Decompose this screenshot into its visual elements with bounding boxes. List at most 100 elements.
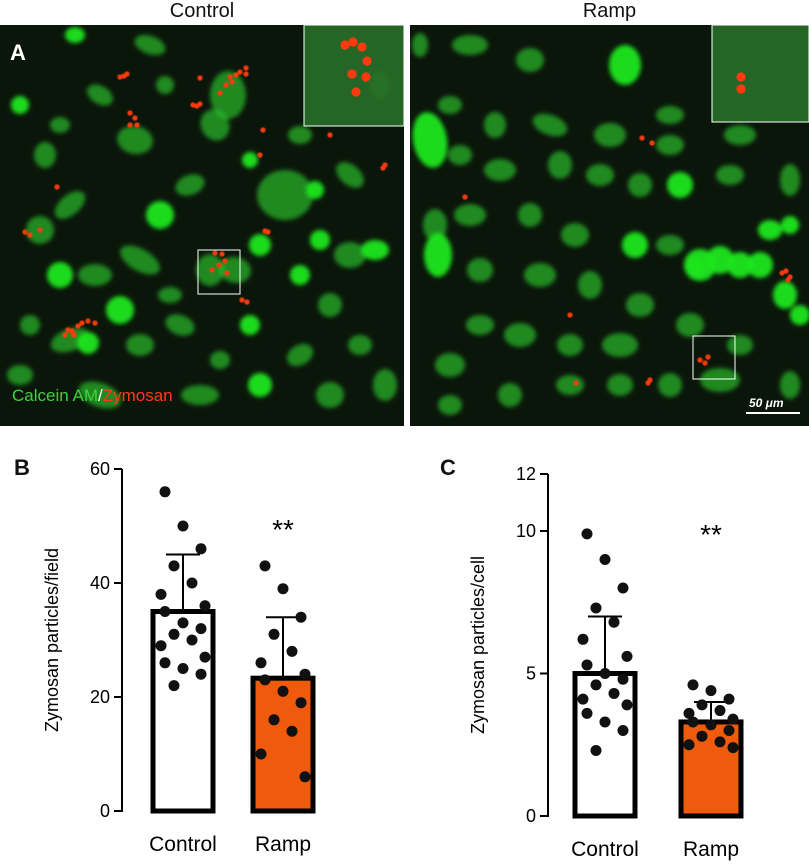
chart1-y-tick-label: 60	[90, 459, 110, 479]
zymosan-particle	[71, 332, 77, 338]
zymosan-particle	[702, 360, 708, 366]
inset-zymosan-particle	[361, 72, 371, 82]
cell	[532, 113, 568, 137]
zymosan-particle	[779, 270, 785, 276]
chart2-data-point	[590, 744, 602, 756]
cell	[586, 164, 614, 186]
cell	[156, 76, 174, 94]
zymosan-particle	[190, 102, 196, 108]
chart2-data-point	[723, 725, 735, 736]
zymosan-particle	[222, 258, 228, 264]
cell	[249, 234, 271, 256]
cell	[290, 265, 310, 285]
cell	[773, 281, 797, 309]
chart2-y-tick-label: 12	[516, 464, 536, 484]
inset-zymosan-particle	[340, 40, 350, 50]
zymosan-particle	[260, 127, 266, 133]
zymosan-particle	[229, 79, 235, 85]
particle-layer	[22, 65, 388, 338]
cell	[200, 109, 230, 141]
cell	[181, 385, 219, 405]
cell	[724, 125, 756, 145]
micrograph-control	[0, 25, 404, 426]
cell	[504, 323, 536, 347]
cell	[556, 375, 584, 395]
chart2-significance-label: **	[700, 519, 722, 550]
chart1-data-point	[299, 668, 311, 680]
cell	[50, 117, 70, 133]
zymosan-particle	[573, 380, 579, 386]
cell	[412, 33, 428, 57]
zymosan-particle	[649, 140, 655, 146]
chart2-data-point	[617, 582, 629, 594]
micrograph-ramp-image	[410, 25, 809, 426]
cell	[609, 45, 641, 85]
cell	[676, 313, 704, 337]
chart2-data-point	[581, 707, 593, 719]
cell	[11, 96, 29, 114]
chart2-y-axis-label: Zymosan particles/cell	[468, 556, 488, 734]
chart1-data-point	[277, 583, 289, 595]
chart2-data-point	[608, 687, 620, 699]
inset-box	[692, 335, 736, 380]
cell	[656, 135, 684, 155]
cell	[626, 293, 654, 317]
cell	[466, 315, 494, 335]
micrograph-control-image	[0, 25, 404, 426]
chart1-data-point	[155, 640, 167, 652]
chart1-data-point	[159, 657, 171, 669]
cell-layer	[7, 27, 397, 409]
chart1-data-point	[255, 748, 267, 760]
zymosan-particle	[127, 122, 133, 128]
chart1-bar-ramp	[250, 675, 316, 814]
chart2-data-point	[581, 659, 593, 671]
zymosan-particle	[22, 229, 28, 235]
chart1-data-point	[159, 606, 171, 617]
chart1-data-point	[295, 611, 307, 623]
cell	[516, 48, 544, 72]
zymosan-particle	[92, 320, 98, 326]
chart2-data-point	[727, 742, 739, 754]
panel-letter-a: A	[10, 40, 26, 65]
chart2-data-point	[723, 693, 735, 705]
cell	[158, 287, 182, 303]
cell	[780, 371, 800, 399]
chart2-data-point	[581, 528, 593, 540]
cell	[484, 159, 516, 181]
chart1-data-point	[186, 577, 198, 589]
inset-zymosan-particle	[362, 56, 372, 66]
chart1-data-point	[168, 628, 180, 640]
cell	[34, 142, 56, 168]
zymosan-particle	[212, 250, 218, 256]
chart1-data-point	[177, 617, 189, 629]
cell	[242, 152, 258, 168]
inset-zymosan-particle	[347, 69, 357, 79]
zymosan-particle	[127, 110, 133, 116]
chart1-category-label: Control	[149, 833, 217, 856]
cell	[758, 220, 782, 240]
scale-bar-label: 50 μm	[749, 396, 784, 410]
chart1-y-tick-label: 0	[100, 801, 110, 821]
zymosan-particle	[197, 101, 203, 107]
cell	[452, 35, 488, 55]
chart2-data-point	[714, 705, 726, 717]
cell	[448, 145, 472, 165]
zymosan-particle	[75, 323, 81, 329]
chart1-y-tick-label: 40	[90, 573, 110, 593]
zymosan-particle	[257, 152, 263, 158]
chart1-data-point	[299, 771, 311, 783]
cell	[361, 240, 389, 260]
zymosan-particle	[380, 165, 386, 171]
cell	[412, 112, 448, 168]
scale-bar	[746, 412, 800, 414]
cell	[65, 27, 85, 43]
chart2-data-point	[714, 736, 726, 748]
cell	[240, 315, 260, 335]
zymosan-particle	[79, 320, 85, 326]
stain-zymosan: Zymosan	[102, 386, 173, 405]
inset-zymosan-particle	[348, 37, 358, 47]
cell	[316, 382, 344, 408]
cell-layer	[412, 33, 809, 415]
cell	[602, 333, 638, 357]
